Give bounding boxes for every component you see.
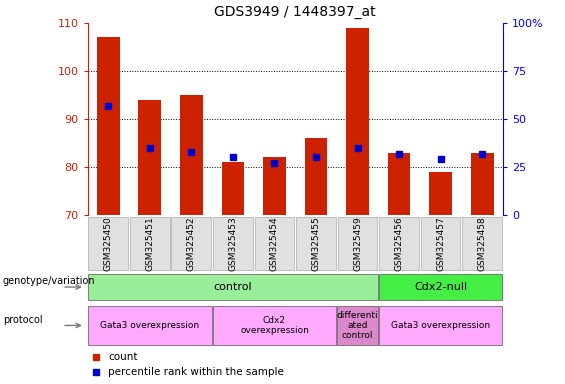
Text: differenti
ated
control: differenti ated control <box>337 311 379 339</box>
Bar <box>254 217 294 270</box>
Bar <box>346 28 369 215</box>
Text: GSM325457: GSM325457 <box>436 216 445 271</box>
Bar <box>88 274 378 300</box>
Bar <box>221 162 244 215</box>
Text: Cdx2-null: Cdx2-null <box>414 282 467 292</box>
Bar <box>296 217 336 270</box>
Bar <box>337 217 377 270</box>
Text: genotype/variation: genotype/variation <box>3 276 95 286</box>
Text: percentile rank within the sample: percentile rank within the sample <box>108 367 284 377</box>
Text: GSM325456: GSM325456 <box>394 216 403 271</box>
Text: GSM325455: GSM325455 <box>311 216 320 271</box>
Text: GSM325459: GSM325459 <box>353 216 362 271</box>
Text: count: count <box>108 352 138 362</box>
Bar <box>88 217 128 270</box>
Bar <box>212 306 336 345</box>
Bar <box>337 306 378 345</box>
Text: GSM325454: GSM325454 <box>270 216 279 271</box>
Bar <box>180 95 203 215</box>
Bar <box>429 172 452 215</box>
Text: Gata3 overexpression: Gata3 overexpression <box>391 321 490 330</box>
Bar <box>379 217 419 270</box>
Text: GSM325452: GSM325452 <box>187 216 196 271</box>
Bar <box>305 138 327 215</box>
Bar <box>88 306 212 345</box>
Text: protocol: protocol <box>3 314 42 325</box>
Text: GSM325453: GSM325453 <box>228 216 237 271</box>
Text: GSM325450: GSM325450 <box>104 216 113 271</box>
Bar <box>388 152 410 215</box>
Bar <box>97 37 120 215</box>
Bar <box>171 217 211 270</box>
Bar <box>462 217 502 270</box>
Text: GSM325458: GSM325458 <box>477 216 486 271</box>
Text: control: control <box>214 282 252 292</box>
Title: GDS3949 / 1448397_at: GDS3949 / 1448397_at <box>214 5 376 19</box>
Bar <box>213 217 253 270</box>
Bar <box>379 306 502 345</box>
Bar <box>471 152 493 215</box>
Text: Cdx2
overexpression: Cdx2 overexpression <box>240 316 309 335</box>
Bar <box>263 157 286 215</box>
Bar <box>138 100 161 215</box>
Bar <box>379 274 502 300</box>
Text: GSM325451: GSM325451 <box>145 216 154 271</box>
Bar <box>130 217 170 270</box>
Bar <box>420 217 460 270</box>
Text: Gata3 overexpression: Gata3 overexpression <box>101 321 199 330</box>
